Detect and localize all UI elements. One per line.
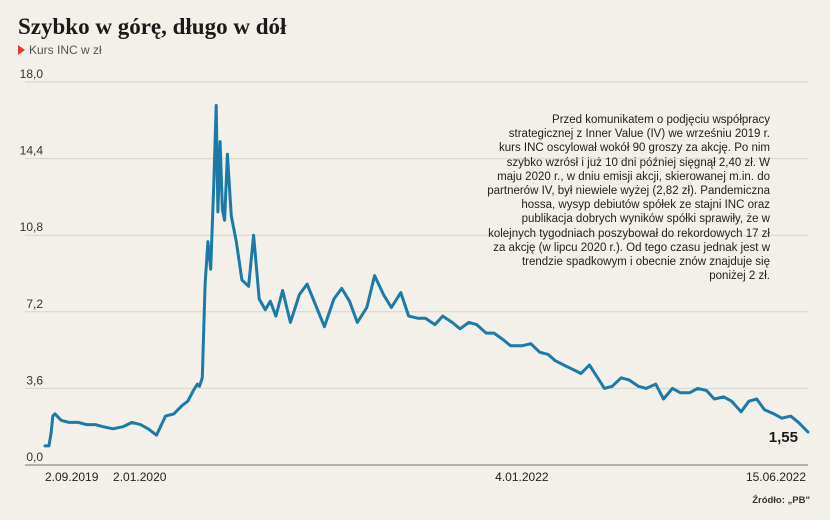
x-tick-label: 2.09.2019 — [45, 470, 99, 484]
x-tick-label: 4.01.2022 — [495, 470, 549, 484]
source-note: Źródło: „PB" — [752, 495, 810, 506]
y-tick-label: 3,6 — [26, 373, 43, 387]
legend-label: Kurs INC w zł — [29, 43, 102, 57]
y-tick-label: 7,2 — [26, 297, 43, 311]
legend-marker-icon — [18, 45, 25, 55]
y-tick-label: 0,0 — [26, 450, 43, 464]
y-tick-label: 14,4 — [20, 144, 44, 158]
x-tick-label: 2.01.2020 — [113, 470, 167, 484]
y-axis-ticks: 0,0 3,6 7,2 10,8 14,4 18,0 — [20, 67, 44, 464]
gridlines — [25, 81, 808, 466]
x-tick-label: 15.06.2022 — [746, 470, 806, 484]
legend: Kurs INC w zł — [18, 43, 102, 57]
x-axis-ticks: 2.09.2019 2.01.2020 4.01.2022 15.06.2022 — [45, 470, 806, 484]
chart-title: Szybko w górę, długo w dół — [18, 14, 287, 39]
y-tick-label: 10,8 — [20, 220, 44, 234]
last-value-label: 1,55 — [769, 429, 798, 446]
annotation-text: Przed komunikatem o podjęciu współpracy … — [487, 114, 770, 283]
y-tick-label: 18,0 — [20, 67, 44, 81]
series-line-kurs-inc — [43, 103, 810, 448]
